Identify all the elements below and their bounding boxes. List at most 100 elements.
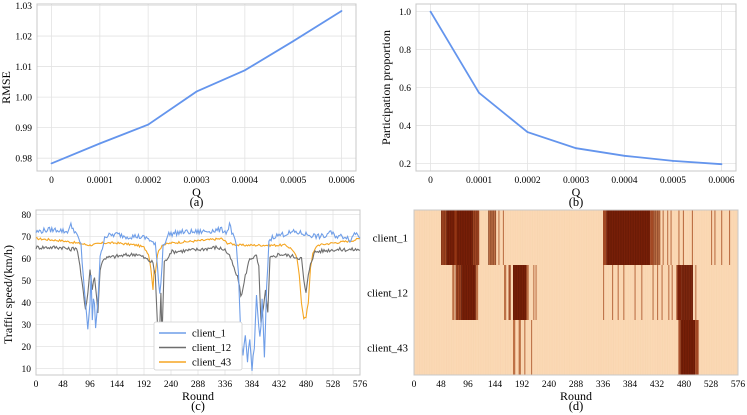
heatmap-cell	[714, 210, 716, 265]
x-tick-label: 576	[353, 380, 368, 390]
heatmap-cell-stripe	[694, 320, 695, 375]
heatmap-texture	[631, 210, 633, 375]
heatmap-cell	[531, 320, 533, 375]
heatmap-cell	[513, 320, 516, 375]
heatmap-texture	[592, 210, 594, 375]
legend-label: client_1	[192, 329, 226, 340]
y-tick-label: 50	[22, 277, 32, 287]
heatmap-cell-stripe	[684, 320, 685, 375]
heatmap-cell-stripe	[691, 265, 693, 320]
heatmap-cell-stripe	[690, 320, 692, 375]
heatmap-texture	[596, 210, 598, 375]
y-tick-label: 1.02	[15, 33, 32, 43]
x-tick-label: 0.0002	[135, 176, 161, 186]
heatmap-cell-stripe	[458, 210, 460, 265]
heatmap-cell	[472, 210, 480, 265]
heatmap-texture	[636, 210, 638, 375]
heatmap-texture	[419, 210, 420, 375]
x-tick-label: 0.0005	[280, 176, 306, 186]
heatmap-texture	[624, 210, 626, 375]
heatmap-cell	[652, 265, 654, 320]
heatmap-cell-stripe	[686, 265, 688, 320]
row-label: client_1	[373, 233, 408, 245]
data-point	[575, 147, 577, 150]
data-point	[720, 163, 723, 166]
heatmap-texture	[425, 210, 427, 375]
heatmap-cell-stripe	[519, 265, 521, 320]
heatmap-texture	[435, 210, 437, 375]
heatmap-cell-stripe	[474, 265, 476, 320]
heatmap-texture	[736, 210, 738, 375]
heatmap-texture	[648, 210, 650, 375]
heatmap-texture	[699, 210, 700, 375]
heatmap-texture	[638, 210, 640, 375]
x-axis-label: Q	[572, 185, 581, 199]
y-tick-label: 60	[22, 255, 32, 265]
heatmap-texture	[643, 210, 645, 375]
heatmap-cell	[711, 210, 713, 265]
heatmap-cell-stripe	[513, 265, 514, 320]
heatmap-texture	[511, 210, 513, 375]
heatmap-cell-stripe	[633, 210, 635, 265]
heatmap-texture	[633, 210, 635, 375]
x-tick-label: 96	[463, 380, 473, 390]
heatmap-texture	[586, 210, 587, 375]
heatmap-texture	[446, 210, 447, 375]
heatmap-cell-stripe	[446, 210, 448, 265]
data-point	[672, 160, 674, 162]
heatmap-texture	[555, 210, 557, 375]
x-tick-label: 192	[515, 380, 530, 390]
heatmap-texture	[667, 210, 668, 375]
heatmap-cell-stripe	[518, 265, 519, 320]
heatmap-texture	[582, 210, 584, 375]
heatmap-texture	[726, 210, 727, 375]
heatmap-cell-stripe	[446, 210, 447, 265]
panel-caption: (a)	[190, 195, 204, 209]
series-line-client-12	[35, 244, 361, 339]
panel-a: 0 0.0001 0.0002 0.0003 0.0004 0.0005 0.0006 0.9…	[0, 2, 357, 209]
heatmap-texture	[670, 210, 672, 375]
heatmap-cell-stripe	[465, 210, 466, 265]
heatmap-cell-stripe	[613, 210, 614, 265]
heatmap-cell	[452, 265, 455, 320]
plot-frame	[36, 3, 357, 172]
heatmap-texture	[495, 210, 496, 375]
heatmap-cell	[533, 265, 535, 320]
data-point	[478, 91, 480, 94]
heatmap-cell	[677, 265, 682, 320]
heatmap-cell	[681, 265, 693, 320]
heatmap-texture	[731, 210, 733, 375]
y-tick-label: 1.01	[15, 63, 32, 73]
heatmap-cell	[695, 265, 697, 320]
y-tick-label: 0.4	[399, 122, 411, 132]
heatmap-cell-stripe	[451, 210, 453, 265]
data-point	[623, 154, 626, 157]
data-point	[195, 90, 198, 93]
heatmap-texture	[483, 210, 484, 375]
heatmap-cell-stripe	[489, 210, 491, 265]
x-tick-label: 0.0001	[466, 176, 492, 186]
heatmap-cell-stripe	[681, 265, 683, 320]
heatmap-texture	[570, 210, 572, 375]
y-tick-label: 10	[22, 365, 32, 375]
x-tick-label: 480	[677, 380, 692, 390]
heatmap-texture	[503, 210, 505, 375]
x-tick-label: 288	[191, 380, 206, 390]
panel-c: 0 48 96 144 192 240 288 336 384 432 480 528 576 10 20 3…	[1, 209, 368, 413]
heatmap-texture	[722, 210, 724, 375]
heatmap-cell-stripe	[463, 210, 465, 265]
heatmap-texture	[542, 210, 544, 375]
heatmap-texture	[478, 210, 479, 375]
legend-label: client_43	[192, 358, 231, 369]
x-tick-label: 0.0001	[87, 176, 113, 186]
heatmap-texture	[613, 210, 614, 375]
heatmap-cell-stripe	[461, 265, 462, 320]
y-tick-label: 80	[22, 211, 32, 221]
heatmap-cell-stripe	[470, 210, 471, 265]
heatmap-texture	[565, 210, 567, 375]
heatmap-texture	[491, 210, 493, 375]
heatmap-cell	[670, 210, 672, 265]
heatmap-cell	[695, 320, 699, 375]
heatmap-texture	[562, 210, 564, 375]
